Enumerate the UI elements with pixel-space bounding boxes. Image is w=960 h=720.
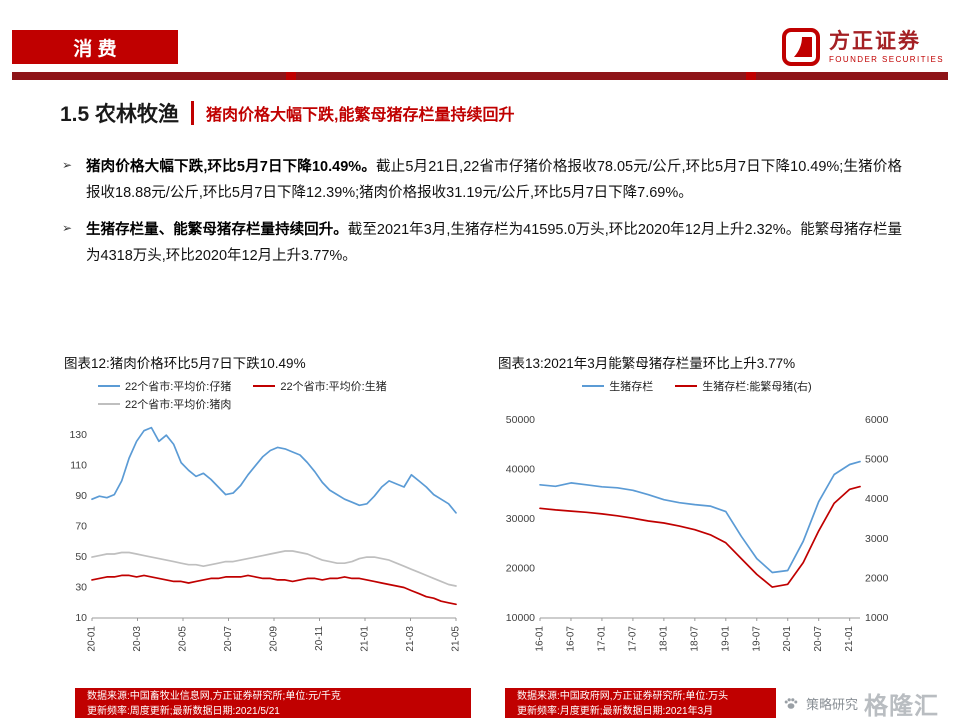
- page-subtitle: 猪肉价格大幅下跌,能繁母猪存栏量持续回升: [206, 107, 515, 124]
- logo-text: 方正证券 FOUNDER SECURITIES: [829, 30, 944, 64]
- svg-text:21-01: 21-01: [360, 626, 371, 652]
- svg-text:17-01: 17-01: [596, 626, 607, 652]
- bullet-item: ➢ 猪肉价格大幅下跌,环比5月7日下降10.49%。截止5月21日,22省市仔猪…: [62, 154, 902, 206]
- founder-logo-icon: [782, 28, 820, 66]
- legend-swatch: [98, 403, 120, 405]
- svg-text:20-03: 20-03: [132, 626, 143, 652]
- svg-text:90: 90: [75, 490, 87, 502]
- chart-pork-price: 图表12:猪肉价格环比5月7日下跌10.49% 22个省市:平均价:仔猪 22个省…: [58, 352, 468, 669]
- legend-label: 22个省市:平均价:生猪: [280, 381, 387, 393]
- chart-hog-inventory: 图表13:2021年3月能繁母猪存栏量环比上升3.77% 生猪存栏 生猪存栏:能繁…: [492, 352, 902, 669]
- paw-icon: [784, 698, 798, 709]
- header-divider-accent: [746, 72, 756, 80]
- legend-swatch: [253, 385, 276, 387]
- svg-text:30000: 30000: [506, 513, 535, 525]
- bullet-list: ➢ 猪肉价格大幅下跌,环比5月7日下降10.49%。截止5月21日,22省市仔猪…: [62, 154, 902, 280]
- svg-text:40000: 40000: [506, 464, 535, 476]
- bullet-body: 截至2021年3月,生猪存栏为41595.0万头,环比2020年12月上升2.3…: [86, 222, 902, 265]
- svg-text:2000: 2000: [865, 572, 889, 584]
- legend-swatch: [582, 385, 605, 387]
- svg-text:19-01: 19-01: [720, 626, 731, 652]
- bullet-lead: 生猪存栏量、能繁母猪存栏量持续回升。: [86, 222, 348, 239]
- footer-source-left: 数据来源:中国畜牧业信息网,方正证券研究所;单位:元/千克 更新频率:周度更新;…: [75, 688, 471, 718]
- chart-plot: 10000 20000 30000 40000 50000 1000 2000 3000 400…: [506, 414, 889, 652]
- legend-swatch: [98, 385, 120, 387]
- svg-text:16-01: 16-01: [535, 626, 546, 652]
- svg-text:17-07: 17-07: [627, 626, 638, 652]
- svg-text:6000: 6000: [865, 414, 889, 426]
- section-number-title: 1.5 农林牧渔: [60, 103, 180, 126]
- svg-text:20-11: 20-11: [314, 626, 325, 651]
- page-title: 1.5 农林牧渔 猪肉价格大幅下跌,能繁母猪存栏量持续回升: [60, 98, 514, 128]
- svg-text:21-05: 21-05: [451, 626, 462, 652]
- footer-line: 数据来源:中国政府网,方正证券研究所;单位:万头: [517, 691, 729, 702]
- svg-text:20-09: 20-09: [269, 626, 280, 652]
- svg-text:16-07: 16-07: [565, 626, 576, 652]
- svg-text:10000: 10000: [506, 612, 535, 624]
- chart-title: 图表12:猪肉价格环比5月7日下跌10.49%: [64, 356, 306, 371]
- svg-text:21-03: 21-03: [405, 626, 416, 652]
- footer-line: 数据来源:中国畜牧业信息网,方正证券研究所;单位:元/千克: [87, 691, 341, 702]
- logo-cn: 方正证券: [829, 29, 921, 53]
- svg-text:50: 50: [75, 551, 87, 563]
- svg-text:3000: 3000: [865, 533, 889, 545]
- founder-securities-logo: 方正证券 FOUNDER SECURITIES: [781, 27, 944, 67]
- bullet-text: 生猪存栏量、能繁母猪存栏量持续回升。截至2021年3月,生猪存栏为41595.0…: [86, 217, 902, 269]
- bullet-arrow-icon: ➢: [62, 158, 73, 172]
- legend-label: 22个省市:平均价:猪肉: [125, 399, 232, 411]
- bullet-arrow-icon: ➢: [62, 221, 73, 236]
- svg-text:18-07: 18-07: [689, 626, 700, 652]
- svg-text:21-01: 21-01: [844, 626, 855, 652]
- svg-text:19-07: 19-07: [751, 626, 762, 652]
- legend-label: 生猪存栏: [609, 381, 654, 393]
- title-divider: [191, 101, 195, 125]
- svg-text:20-01: 20-01: [87, 626, 98, 652]
- legend-swatch: [675, 385, 698, 387]
- svg-text:5000: 5000: [865, 454, 889, 466]
- bullet-lead: 猪肉价格大幅下跌,环比5月7日下降10.49%。: [86, 159, 376, 175]
- svg-text:4000: 4000: [865, 493, 889, 505]
- watermark-label: 策略研究: [806, 696, 859, 712]
- chart-legend: 生猪存栏 生猪存栏:能繁母猪(右): [492, 378, 902, 412]
- section-badge: 消 费: [12, 30, 178, 64]
- svg-text:10: 10: [75, 612, 87, 624]
- chart-legend: 22个省市:平均价:仔猪 22个省市:平均价:生猪 22个省市:平均价:猪肉: [98, 378, 428, 412]
- svg-text:18-01: 18-01: [658, 626, 669, 652]
- svg-text:30: 30: [75, 582, 87, 594]
- chart-plot: 10 30 50 70 90 110 130 20-01 20-03 20-05 20-07 20-0…: [69, 426, 462, 652]
- legend-item: 生猪存栏: [582, 378, 653, 394]
- legend-item: 生猪存栏:能繁母猪(右): [675, 378, 812, 394]
- svg-text:20-05: 20-05: [178, 626, 189, 652]
- header-divider-accent: [286, 72, 296, 80]
- legend-item: 22个省市:平均价:生猪: [253, 378, 387, 394]
- legend-label: 22个省市:平均价:仔猪: [125, 381, 232, 393]
- svg-text:20-01: 20-01: [782, 626, 793, 652]
- footer-line: 更新频率:周度更新;最新数据日期:2021/5/21: [87, 705, 280, 717]
- svg-text:20-07: 20-07: [813, 626, 824, 652]
- logo-en: FOUNDER SECURITIES: [829, 55, 944, 65]
- svg-text:20-07: 20-07: [223, 626, 234, 652]
- svg-text:20000: 20000: [506, 563, 535, 575]
- bullet-item: ➢ 生猪存栏量、能繁母猪存栏量持续回升。截至2021年3月,生猪存栏为41595…: [62, 217, 902, 269]
- glonghui-logo: 格隆汇: [864, 692, 940, 720]
- svg-text:70: 70: [75, 521, 87, 533]
- legend-item: 22个省市:平均价:仔猪: [98, 378, 231, 394]
- legend-item: 22个省市:平均价:猪肉: [98, 396, 231, 412]
- watermark: 策略研究 格隆汇: [776, 686, 946, 720]
- bullet-body: 截止5月21日,22省市仔猪价格报收78.05元/公斤,环比5月7日下降10.4…: [86, 159, 902, 202]
- bullet-text: 猪肉价格大幅下跌,环比5月7日下降10.49%。截止5月21日,22省市仔猪价格…: [86, 154, 902, 206]
- svg-text:110: 110: [70, 460, 87, 472]
- footer-line: 更新频率:月度更新;最新数据日期:2021年3月: [517, 705, 714, 717]
- charts-row: 图表12:猪肉价格环比5月7日下跌10.49% 22个省市:平均价:仔猪 22个省…: [58, 352, 902, 669]
- svg-text:1000: 1000: [865, 612, 889, 624]
- legend-label: 生猪存栏:能繁母猪(右): [702, 381, 812, 393]
- svg-text:50000: 50000: [506, 414, 535, 426]
- header-divider-bar: [12, 72, 948, 80]
- svg-text:130: 130: [69, 429, 87, 441]
- chart-title: 图表13:2021年3月能繁母猪存栏量环比上升3.77%: [498, 356, 796, 371]
